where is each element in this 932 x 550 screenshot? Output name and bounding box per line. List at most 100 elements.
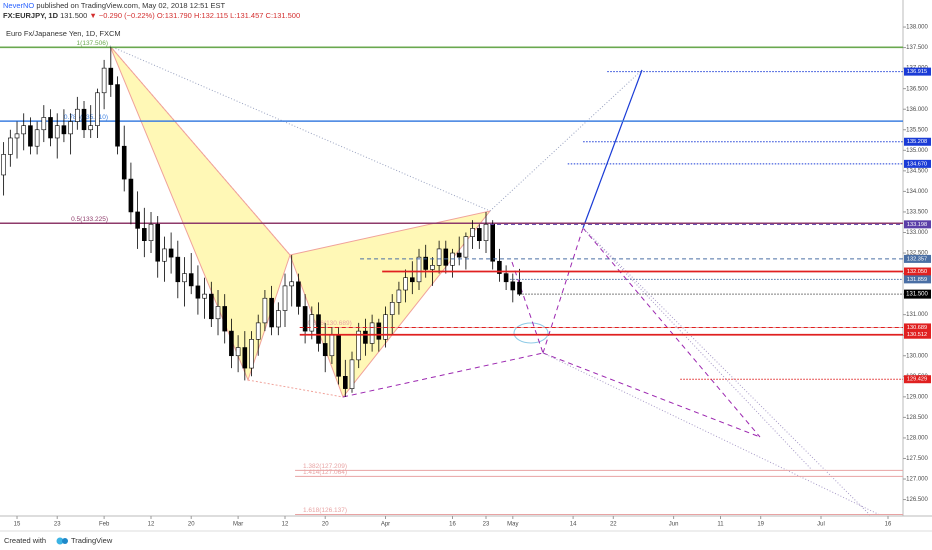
symbol-line: FX:EURJPY, 1D 131.500 ▼ −0.290 (−0.22%) … [3,11,300,20]
candle-body [175,256,181,283]
candle-body [316,314,321,344]
candle-body [497,260,502,274]
candle-body [416,256,422,283]
candle-body [88,125,94,131]
price-label: 134.670 [907,161,927,167]
price-label-bg [904,137,931,146]
fib-label: 0.886(130.689) [308,320,352,327]
candle-body [503,273,509,283]
candle-body [68,121,73,135]
candle-body [108,67,114,85]
pattern-line [489,69,643,212]
x-tick-label: May [507,522,518,528]
x-tick-label: 12 [282,522,289,528]
candle-body [430,265,435,270]
projection-line [582,69,643,229]
candle-body [195,285,201,299]
y-tick-label: 128.000 [906,436,928,442]
x-tick-label: 16 [449,522,456,528]
candle-body [34,129,40,147]
candle-body [168,248,174,258]
fib-label: 1.382(127.209) [303,463,347,470]
candle-body [61,125,67,135]
price-label: 129.429 [907,377,927,383]
candle-body [135,211,140,229]
candle-body [490,223,496,262]
candle-body [229,330,234,357]
candle-body [8,137,13,155]
target-zone [513,322,549,344]
x-tick-label: 19 [757,522,764,528]
projection-line [582,227,813,471]
price-label: 131.859 [907,277,927,283]
price-label-bg [904,289,931,299]
candle-body [142,228,147,242]
price-label-bg [904,267,931,276]
y-tick-label: 138.000 [906,25,928,31]
candle-body [242,347,248,369]
candle-body [349,359,355,389]
price-label: 133.198 [907,222,927,228]
y-tick-label: 128.500 [906,415,928,421]
candle-body [343,375,348,389]
footer-brand[interactable]: TradingView [71,536,113,545]
price-label-bg [904,254,931,263]
candle-body [443,248,449,266]
price-label-bg [904,159,931,168]
candle-body [403,277,408,291]
author: NeverNO [3,1,34,10]
ohlc: O:131.790 H:132.115 L:131.457 C:131.500 [157,11,300,20]
x-tick-label: 12 [148,522,155,528]
y-tick-label: 127.000 [906,477,928,483]
candle-body [309,314,315,332]
candle-body [1,154,6,176]
candle-body [322,343,328,357]
candle-body [329,334,335,357]
x-tick-label: 11 [717,522,724,528]
x-tick-label: 23 [54,522,61,528]
candle-body [269,297,274,328]
x-tick-label: Jul [817,522,825,528]
fib-label: 1(137.506) [77,40,108,47]
price-label: 130.512 [907,332,927,338]
fib-label: 1.618(126.137) [303,507,347,514]
y-tick-label: 135.000 [906,148,928,154]
candle-body [423,256,429,270]
y-tick-label: 131.000 [906,312,928,318]
footer-created: Created with [4,536,46,545]
candle-body [148,223,154,242]
price-label: 135.208 [907,139,927,145]
candle-body [389,302,395,315]
x-tick-label: 23 [483,522,490,528]
candle-body [470,228,475,237]
current-price-label: 131.500 [906,292,928,298]
candle-body [255,322,261,340]
published: published on TradingView.com, May 02, 20… [36,1,225,10]
price-label-bg [904,323,931,332]
projection-line [542,352,881,516]
logo-icon [56,537,64,545]
candle-body [101,67,107,94]
candle-body [95,92,100,126]
candle-body [155,223,161,262]
y-tick-label: 135.500 [906,127,928,133]
x-tick-label: 15 [14,522,21,528]
pattern-line [109,45,491,212]
y-tick-label: 133.000 [906,230,928,236]
candle-body [115,84,120,147]
candle-body [363,330,368,344]
candle-body [302,306,308,332]
pattern-line [247,379,344,398]
candle-body [121,145,127,180]
price-label-bg [904,220,931,229]
header-line: NeverNO published on TradingView.com, Ma… [3,1,226,10]
price-label-bg [904,375,931,384]
price-label: 130.689 [907,325,927,331]
price-label-bg [904,330,931,339]
x-tick-label: Feb [99,522,110,528]
y-tick-label: 134.500 [906,168,928,174]
projection-line [582,227,761,438]
y-tick-label: 127.500 [906,456,928,462]
